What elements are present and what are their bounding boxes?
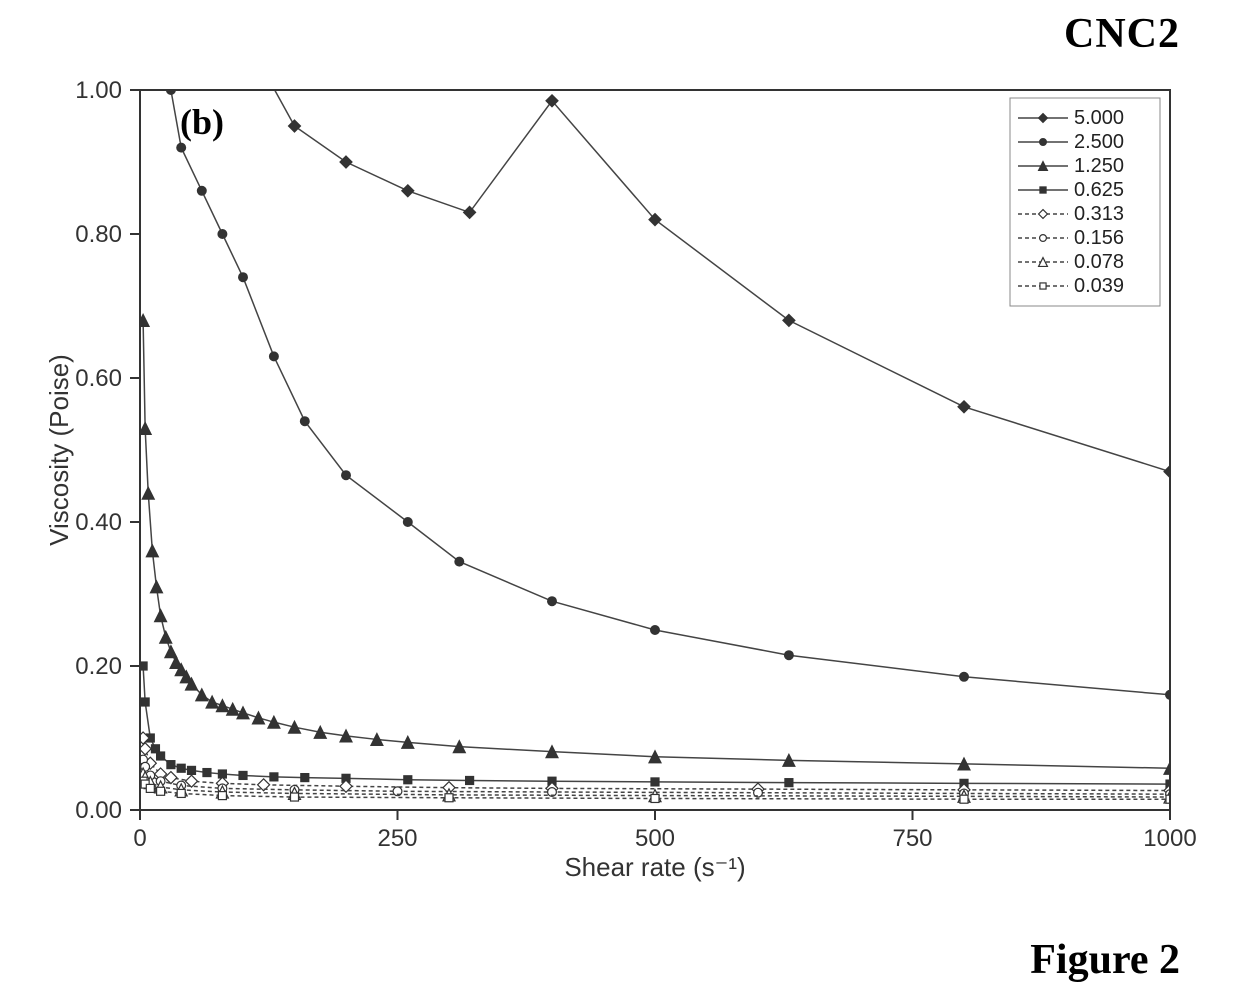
svg-text:0.40: 0.40 <box>75 509 122 536</box>
svg-text:1000: 1000 <box>1143 825 1196 852</box>
svg-text:5.000: 5.000 <box>1074 107 1124 129</box>
page-root: CNC2 Figure 2 0 250 500 750 1000 0.00 0.20 0.40… <box>0 0 1240 996</box>
svg-text:0.60: 0.60 <box>75 365 122 392</box>
svg-text:0.00: 0.00 <box>75 797 122 824</box>
top-title: CNC2 <box>1064 10 1180 58</box>
svg-text:1.250: 1.250 <box>1074 155 1124 177</box>
svg-text:0.078: 0.078 <box>1074 251 1124 273</box>
svg-text:750: 750 <box>892 825 932 852</box>
svg-text:0: 0 <box>133 825 146 852</box>
svg-text:Viscosity (Poise): Viscosity (Poise) <box>44 354 74 546</box>
chart-container: 0 250 500 750 1000 0.00 0.20 0.40 0.60 0.80 1.00 Sh… <box>40 70 1200 900</box>
svg-text:0.20: 0.20 <box>75 653 122 680</box>
svg-text:0.625: 0.625 <box>1074 179 1124 201</box>
figure-caption: Figure 2 <box>1030 936 1180 984</box>
svg-text:500: 500 <box>635 825 675 852</box>
svg-text:(b): (b) <box>180 102 224 142</box>
svg-text:1.00: 1.00 <box>75 77 122 104</box>
svg-text:0.313: 0.313 <box>1074 203 1124 225</box>
svg-text:Shear rate (s⁻¹): Shear rate (s⁻¹) <box>564 852 745 882</box>
svg-text:2.500: 2.500 <box>1074 131 1124 153</box>
svg-text:0.156: 0.156 <box>1074 227 1124 249</box>
legend: 5.0002.5001.2500.6250.3130.1560.0780.039 <box>1010 98 1160 306</box>
svg-text:0.80: 0.80 <box>75 221 122 248</box>
svg-text:250: 250 <box>377 825 417 852</box>
viscosity-chart: 0 250 500 750 1000 0.00 0.20 0.40 0.60 0.80 1.00 Sh… <box>40 70 1200 900</box>
svg-text:0.039: 0.039 <box>1074 275 1124 297</box>
